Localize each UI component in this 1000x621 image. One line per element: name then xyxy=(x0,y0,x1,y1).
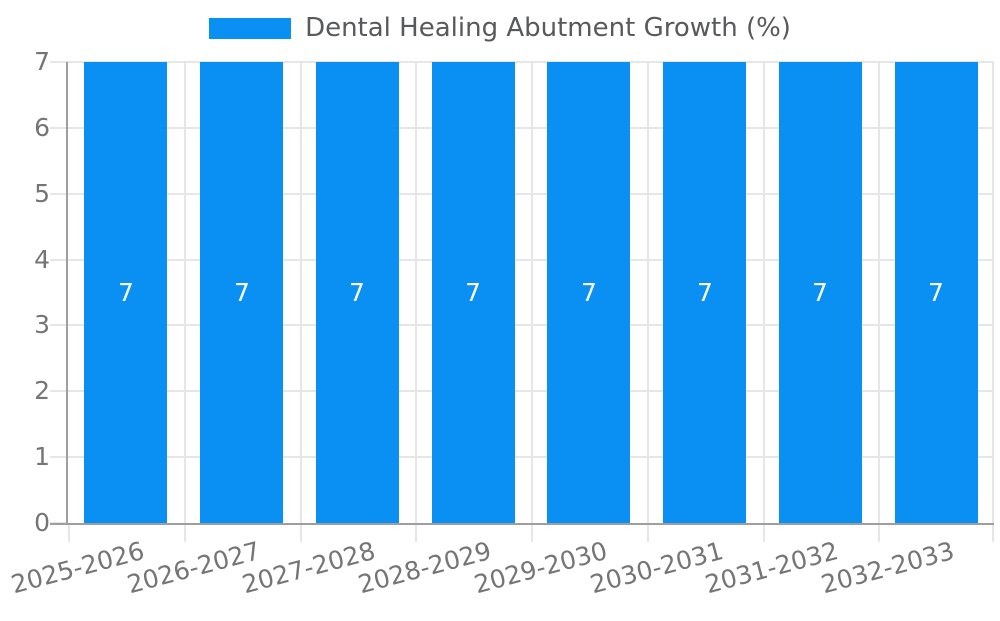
bar xyxy=(895,62,978,523)
legend-swatch xyxy=(209,17,292,39)
y-tick-label: 6 xyxy=(34,112,50,142)
plot-area: 7 7 7 7 7 7 7 7 xyxy=(50,61,994,524)
x-tick-mark xyxy=(299,525,302,542)
bar xyxy=(663,62,746,523)
chart-title: Dental Healing Abutment Growth (%) xyxy=(305,13,791,43)
y-tick-label: 4 xyxy=(34,244,50,274)
x-grid-line xyxy=(878,62,881,523)
x-tick-mark xyxy=(531,525,533,542)
x-tick-mark xyxy=(415,525,418,542)
bar xyxy=(432,62,515,523)
y-tick-mark xyxy=(50,258,68,261)
bar xyxy=(200,62,283,523)
y-axis-line xyxy=(66,62,68,523)
y-tick-label: 2 xyxy=(34,376,50,406)
bar xyxy=(779,62,862,523)
bar xyxy=(84,62,167,523)
bar-value-label: 7 xyxy=(234,278,250,307)
x-tick-mark xyxy=(878,525,881,542)
bar xyxy=(547,62,630,523)
x-tick-mark xyxy=(183,525,186,542)
bar xyxy=(316,62,399,523)
x-tick-mark xyxy=(646,525,649,542)
bar-value-label: 7 xyxy=(465,278,481,307)
x-grid-line xyxy=(646,62,649,523)
x-tick-mark xyxy=(762,525,765,542)
y-tick-label: 5 xyxy=(34,178,50,208)
bar-value-label: 7 xyxy=(581,278,597,307)
x-tick-mark xyxy=(68,525,70,542)
bar-value-label: 7 xyxy=(812,278,828,307)
x-grid-line xyxy=(299,62,302,523)
x-grid-line xyxy=(183,62,186,523)
bar-value-label: 7 xyxy=(349,278,365,307)
y-tick-mark xyxy=(50,390,68,393)
y-tick-mark xyxy=(50,324,68,327)
x-axis-line xyxy=(50,523,994,525)
y-tick-label: 3 xyxy=(34,310,50,340)
x-grid-line xyxy=(415,62,418,523)
y-tick-mark xyxy=(50,61,68,63)
y-tick-mark xyxy=(50,456,68,459)
y-tick-label: 1 xyxy=(34,442,50,472)
y-tick-mark xyxy=(50,126,68,129)
x-tick-mark xyxy=(992,525,994,542)
y-tick-label: 0 xyxy=(34,508,50,537)
bar-value-label: 7 xyxy=(118,278,134,307)
x-grid-line xyxy=(531,62,533,523)
y-tick-mark xyxy=(50,192,68,195)
bar-value-label: 7 xyxy=(697,278,713,307)
bar-value-label: 7 xyxy=(928,278,944,307)
x-grid-line xyxy=(762,62,765,523)
x-grid-line xyxy=(992,62,994,523)
y-tick-label: 7 xyxy=(34,47,50,76)
legend[interactable]: Dental Healing Abutment Growth (%) xyxy=(0,12,1000,44)
